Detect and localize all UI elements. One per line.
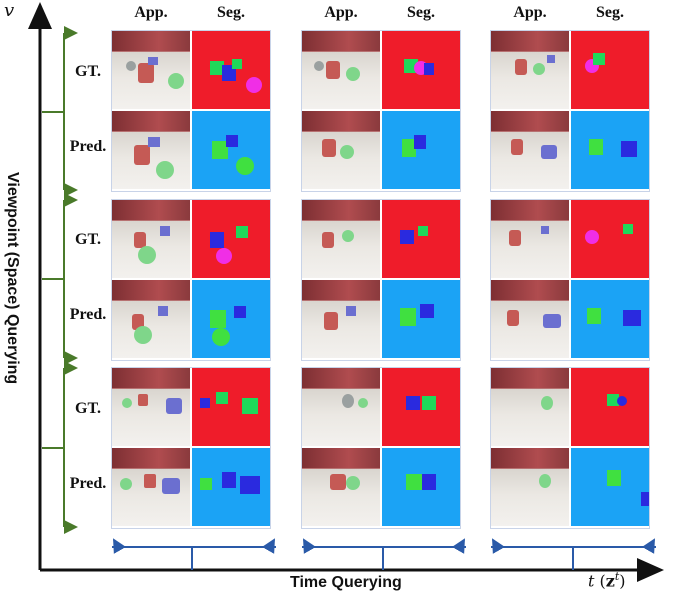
app-pred-image: [112, 448, 190, 526]
app-gt-image: [491, 368, 569, 446]
row-label-pred-2: Pred.: [69, 306, 107, 323]
panel-r3-c2: [301, 367, 461, 529]
x-symbol-sup: t: [614, 570, 620, 583]
seg-pred-image: [382, 448, 460, 526]
x-axis-title: Time Querying: [290, 574, 402, 591]
y-axis-title: Viewpoint (Space) Querying: [4, 172, 21, 385]
row-label-pred-3: Pred.: [69, 475, 107, 492]
col-header-seg-1: Seg.: [217, 4, 245, 21]
time-bracket-2: [302, 538, 466, 570]
seg-gt-image: [382, 31, 460, 109]
app-pred-image: [302, 111, 380, 189]
row-label-pred-1: Pred.: [69, 138, 107, 155]
viewpoint-bracket-2: [42, 193, 78, 365]
seg-gt-image: [571, 31, 649, 109]
seg-gt-image: [192, 31, 270, 109]
app-pred-image: [112, 111, 190, 189]
x-symbol-z: z: [605, 571, 615, 591]
app-gt-image: [491, 31, 569, 109]
panel-r3-c3: [490, 367, 650, 529]
seg-gt-image: [571, 368, 649, 446]
col-header-app-2: App.: [324, 4, 358, 21]
seg-pred-image: [192, 111, 270, 189]
seg-gt-image: [192, 200, 270, 278]
panel-r2-c3: [490, 199, 650, 361]
seg-gt-image: [382, 200, 460, 278]
seg-gt-image: [192, 368, 270, 446]
app-pred-image: [491, 280, 569, 358]
app-pred-image: [302, 280, 380, 358]
panel-r1-c1: [111, 30, 271, 192]
viewpoint-bracket-3: [42, 361, 78, 534]
app-gt-image: [302, 368, 380, 446]
app-pred-image: [112, 280, 190, 358]
app-pred-image: [491, 111, 569, 189]
app-gt-image: [112, 368, 190, 446]
seg-pred-image: [571, 448, 649, 526]
app-gt-image: [302, 200, 380, 278]
row-label-gt-1: GT.: [75, 63, 101, 80]
x-axis-symbol: t (zt): [588, 570, 626, 591]
seg-gt-image: [382, 368, 460, 446]
app-pred-image: [302, 448, 380, 526]
panel-r2-c2: [301, 199, 461, 361]
x-symbol-t: t: [588, 571, 595, 591]
time-bracket-1: [112, 538, 276, 570]
app-gt-image: [491, 200, 569, 278]
seg-pred-image: [192, 448, 270, 526]
row-label-gt-3: GT.: [75, 400, 101, 417]
y-axis-symbol: v: [4, 0, 15, 21]
panel-r3-c1: [111, 367, 271, 529]
seg-pred-image: [192, 280, 270, 358]
app-pred-image: [491, 448, 569, 526]
seg-pred-image: [382, 280, 460, 358]
app-gt-image: [112, 200, 190, 278]
col-header-seg-2: Seg.: [407, 4, 435, 21]
seg-pred-image: [571, 280, 649, 358]
time-bracket-3: [491, 538, 656, 570]
seg-pred-image: [382, 111, 460, 189]
app-gt-image: [112, 31, 190, 109]
col-header-seg-3: Seg.: [596, 4, 624, 21]
app-gt-image: [302, 31, 380, 109]
panel-r2-c1: [111, 199, 271, 361]
col-header-app-3: App.: [513, 4, 547, 21]
panel-r1-c3: [490, 30, 650, 192]
col-header-app-1: App.: [134, 4, 168, 21]
viewpoint-bracket-1: [42, 26, 78, 197]
panel-r1-c2: [301, 30, 461, 192]
seg-gt-image: [571, 200, 649, 278]
seg-pred-image: [571, 111, 649, 189]
row-label-gt-2: GT.: [75, 231, 101, 248]
